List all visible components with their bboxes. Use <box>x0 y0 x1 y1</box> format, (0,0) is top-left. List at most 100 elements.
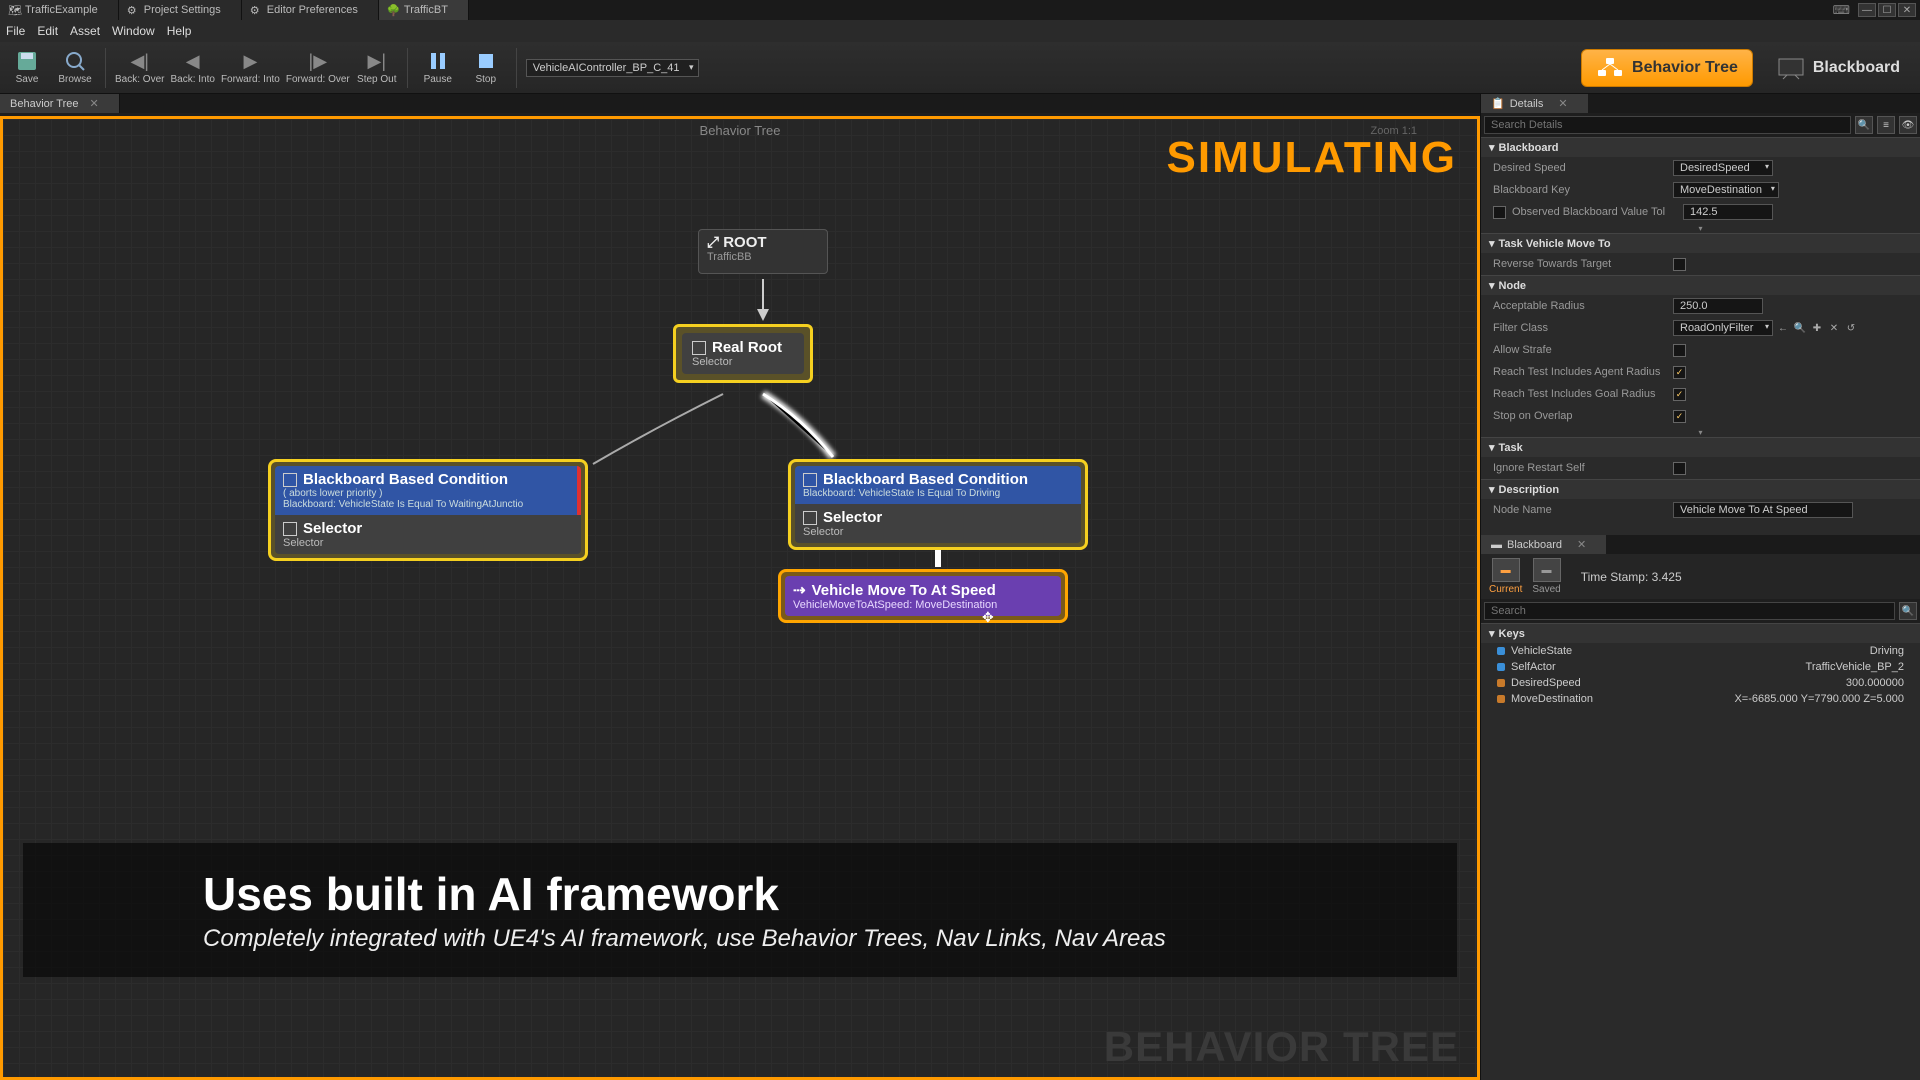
stop-button[interactable]: Stop <box>465 45 507 91</box>
stop-overlap-checkbox[interactable]: ✓ <box>1673 410 1686 423</box>
view-icon[interactable]: 👁 <box>1899 116 1917 134</box>
prop-label: Reach Test Includes Agent Radius <box>1493 366 1673 378</box>
close-icon[interactable]: ✕ <box>1558 97 1567 110</box>
section-task-move[interactable]: ▾ Task Vehicle Move To <box>1481 233 1920 253</box>
section-description[interactable]: ▾ Description <box>1481 479 1920 499</box>
desired-speed-dropdown[interactable]: DesiredSpeed <box>1673 160 1773 176</box>
bb-mode-current[interactable]: ▬Current <box>1489 558 1522 595</box>
prop-label: Acceptable Radius <box>1493 300 1673 312</box>
forward-over-button[interactable]: |▶Forward: Over <box>286 45 350 91</box>
search-icon <box>64 50 86 72</box>
step-out-button[interactable]: ▶|Step Out <box>356 45 398 91</box>
root-node[interactable]: ⤢ ROOT TrafficBB <box>698 229 828 274</box>
blackboard-keys-list: VehicleStateDriving SelfActorTrafficVehi… <box>1481 643 1920 1080</box>
section-blackboard[interactable]: ▾ Blackboard <box>1481 137 1920 157</box>
search-blackboard-input[interactable] <box>1484 602 1895 620</box>
menu-window[interactable]: Window <box>112 24 155 38</box>
observed-checkbox[interactable] <box>1493 206 1506 219</box>
debug-target-dropdown[interactable]: VehicleAIController_BP_C_41 <box>526 59 699 77</box>
root-subtitle: TrafficBB <box>707 251 819 263</box>
forward-into-button[interactable]: ▶Forward: Into <box>221 45 280 91</box>
graph-tab[interactable]: Behavior Tree ✕ <box>0 94 120 113</box>
add-icon[interactable]: ✚ <box>1810 321 1824 335</box>
stop-icon <box>475 50 497 72</box>
tab-label: TrafficExample <box>25 4 98 16</box>
search-icon[interactable]: 🔍 <box>1855 116 1873 134</box>
expand-toggle[interactable]: ▾ <box>1481 223 1920 233</box>
node-type-label: Selector <box>803 526 1073 538</box>
key-row[interactable]: SelfActorTrafficVehicle_BP_2 <box>1481 659 1920 675</box>
condition-node-driving[interactable]: Blackboard Based Condition Blackboard: V… <box>788 459 1088 550</box>
back-into-button[interactable]: ◀Back: Into <box>170 45 214 91</box>
step-forward-over-icon: |▶ <box>307 50 329 72</box>
tab-traffic-bt[interactable]: 🌳TrafficBT <box>379 0 469 20</box>
tab-editor-prefs[interactable]: ⚙Editor Preferences <box>242 0 379 20</box>
reach-agent-checkbox[interactable]: ✓ <box>1673 366 1686 379</box>
section-keys[interactable]: ▾ Keys <box>1481 623 1920 643</box>
condition-node-waiting[interactable]: Blackboard Based Condition ( aborts lowe… <box>268 459 588 561</box>
console-icon[interactable]: ⌨ <box>1833 3 1850 17</box>
arrow-icon[interactable]: ← <box>1776 321 1790 335</box>
search-details-input[interactable] <box>1484 116 1851 134</box>
pause-button[interactable]: Pause <box>417 45 459 91</box>
search-icon[interactable]: 🔍 <box>1793 321 1807 335</box>
expand-toggle[interactable]: ▾ <box>1481 427 1920 437</box>
save-icon <box>16 50 38 72</box>
blackboard-icon <box>1777 56 1805 80</box>
watermark-label: BEHAVIOR TREE <box>1104 1023 1459 1071</box>
filter-class-dropdown[interactable]: RoadOnlyFilter <box>1673 320 1773 336</box>
reset-icon[interactable]: ↺ <box>1844 321 1858 335</box>
mode-blackboard[interactable]: Blackboard <box>1763 50 1914 86</box>
selector-icon <box>283 522 297 536</box>
close-button[interactable]: ✕ <box>1898 3 1916 17</box>
search-icon[interactable]: 🔍 <box>1899 602 1917 620</box>
graph-panel: Behavior Tree ✕ Behavior Tree Zoom 1:1 S… <box>0 94 1480 1080</box>
step-back-into-icon: ◀ <box>182 50 204 72</box>
filter-icon[interactable]: ≡ <box>1877 116 1895 134</box>
close-icon[interactable]: ✕ <box>90 98 99 110</box>
bb-mode-saved[interactable]: ▬Saved <box>1532 558 1560 595</box>
tab-project-settings[interactable]: ⚙Project Settings <box>119 0 242 20</box>
browse-button[interactable]: Browse <box>54 45 96 91</box>
condition-icon <box>283 473 297 487</box>
close-icon[interactable]: ✕ <box>1577 538 1586 551</box>
prop-label: Observed Blackboard Value Tol <box>1512 206 1665 218</box>
clear-icon[interactable]: ✕ <box>1827 321 1841 335</box>
tab-label: Editor Preferences <box>267 4 358 16</box>
blackboard-key-dropdown[interactable]: MoveDestination <box>1673 182 1779 198</box>
radius-input[interactable]: 250.0 <box>1673 298 1763 314</box>
key-row[interactable]: VehicleStateDriving <box>1481 643 1920 659</box>
task-node-move[interactable]: ⇢Vehicle Move To At Speed VehicleMoveToA… <box>778 569 1068 623</box>
key-type-icon <box>1497 647 1505 655</box>
key-row[interactable]: MoveDestinationX=-6685.000 Y=7790.000 Z=… <box>1481 691 1920 707</box>
observed-value-input[interactable]: 142.5 <box>1683 204 1773 220</box>
maximize-button[interactable]: ☐ <box>1878 3 1896 17</box>
key-row[interactable]: DesiredSpeed300.000000 <box>1481 675 1920 691</box>
node-name-input[interactable]: Vehicle Move To At Speed <box>1673 502 1853 518</box>
menu-help[interactable]: Help <box>167 24 192 38</box>
save-button[interactable]: Save <box>6 45 48 91</box>
menu-file[interactable]: File <box>6 24 25 38</box>
mode-behavior-tree[interactable]: Behavior Tree <box>1581 49 1753 87</box>
tab-label: TrafficBT <box>404 4 448 16</box>
reverse-checkbox[interactable] <box>1673 258 1686 271</box>
prop-label: Stop on Overlap <box>1493 410 1673 422</box>
real-root-node[interactable]: Real Root Selector <box>673 324 813 383</box>
ignore-restart-checkbox[interactable] <box>1673 462 1686 475</box>
details-tab[interactable]: 📋Details✕ <box>1481 94 1588 113</box>
reach-goal-checkbox[interactable]: ✓ <box>1673 388 1686 401</box>
toolbar: Save Browse ◀|Back: Over ◀Back: Into ▶Fo… <box>0 42 1920 94</box>
menu-edit[interactable]: Edit <box>37 24 58 38</box>
section-task[interactable]: ▾ Task <box>1481 437 1920 457</box>
prop-label: Reach Test Includes Goal Radius <box>1493 388 1673 400</box>
blackboard-tab[interactable]: ▬Blackboard✕ <box>1481 535 1606 554</box>
tab-traffic-example[interactable]: 🗺TrafficExample <box>0 0 119 20</box>
minimize-button[interactable]: — <box>1858 3 1876 17</box>
back-over-button[interactable]: ◀|Back: Over <box>115 45 164 91</box>
prop-label: Ignore Restart Self <box>1493 462 1673 474</box>
overlay-heading: Uses built in AI framework <box>203 867 1277 921</box>
section-node[interactable]: ▾ Node <box>1481 275 1920 295</box>
menu-asset[interactable]: Asset <box>70 24 100 38</box>
strafe-checkbox[interactable] <box>1673 344 1686 357</box>
graph-canvas[interactable]: Behavior Tree Zoom 1:1 SIMULATING ⤢ ROOT… <box>0 116 1480 1080</box>
